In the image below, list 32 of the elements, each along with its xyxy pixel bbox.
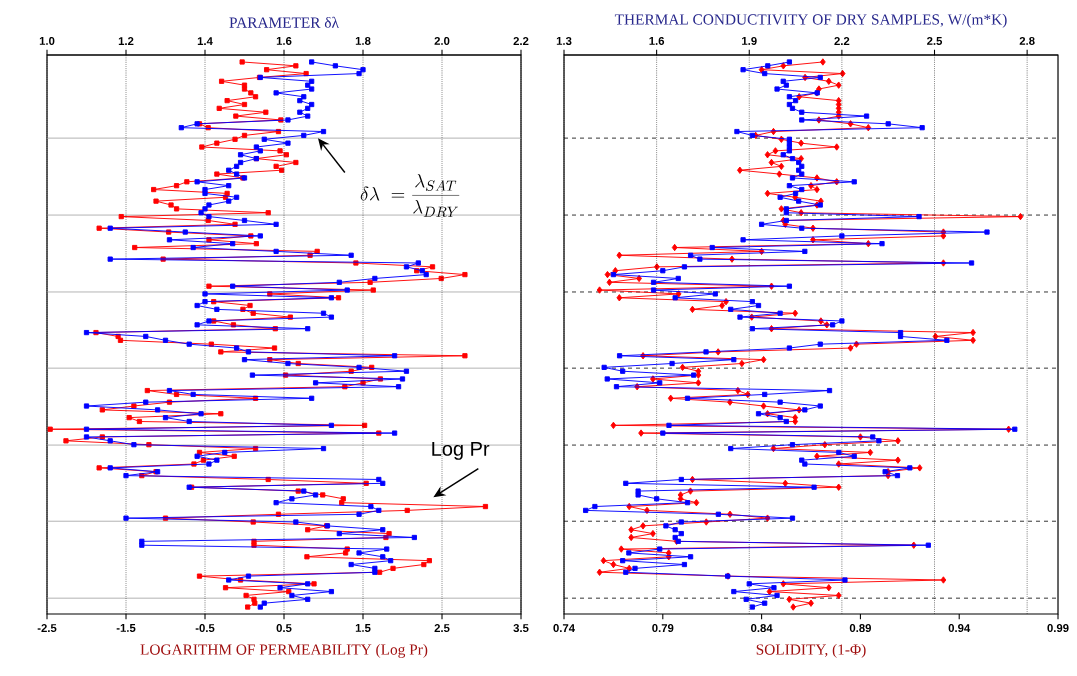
x-tick-label: 1.5 xyxy=(355,624,371,632)
x2-tick-label: 1.0 xyxy=(39,36,55,45)
x2-tick-label: 1.3 xyxy=(556,36,572,45)
x2-tick-label: 2.5 xyxy=(927,36,943,45)
x2-axis-title: THERMAL CONDUCTIVITY OF DRY SAMPLES, W/(m*K) xyxy=(614,13,1007,28)
x2-tick-label: 2.2 xyxy=(834,37,850,45)
x2-tick-label: 2.2 xyxy=(513,37,529,45)
x2-tick-label: 1.6 xyxy=(649,36,665,45)
x2-tick-label: 1.6 xyxy=(276,36,292,45)
x-tick-label: 0.5 xyxy=(276,624,292,633)
annotation: $\delta\lambda\; = \frac{\lambda_{SAT}}{\lambda_{DRY}}$ xyxy=(360,173,460,218)
x-tick-label: -2.5 xyxy=(37,624,57,633)
x2-tick-label: 1.4 xyxy=(197,37,213,45)
x-tick-label: 0.94 xyxy=(948,624,971,633)
x-axis-title: SOLIDITY, (1-Φ) xyxy=(756,643,866,658)
x-tick-label: 0.84 xyxy=(751,624,773,633)
x-tick-label: -0.5 xyxy=(195,624,215,633)
x-axis-title: LOGARITHM OF PERMEABILITY (Log Pr) xyxy=(140,643,428,658)
x2-tick-label: 2.8 xyxy=(1019,36,1035,45)
x-tick-label: 2.5 xyxy=(434,624,450,633)
x-tick-label: 0.79 xyxy=(652,624,674,633)
annotation: Log Pr xyxy=(432,441,490,460)
x-tick-label: 0.74 xyxy=(553,624,575,633)
x-tick-label: 0.89 xyxy=(849,624,872,633)
x2-tick-label: 1.8 xyxy=(355,36,371,45)
x-tick-label: 3.5 xyxy=(513,624,529,633)
x-tick-label: -1.5 xyxy=(116,624,136,632)
x-tick-label: 0.99 xyxy=(1047,624,1069,633)
x2-axis-title: PARAMETER δλ xyxy=(229,16,339,28)
x2-tick-label: 1.2 xyxy=(118,37,134,45)
x2-tick-label: 2.0 xyxy=(434,36,450,45)
x2-tick-label: 1.9 xyxy=(742,36,757,45)
